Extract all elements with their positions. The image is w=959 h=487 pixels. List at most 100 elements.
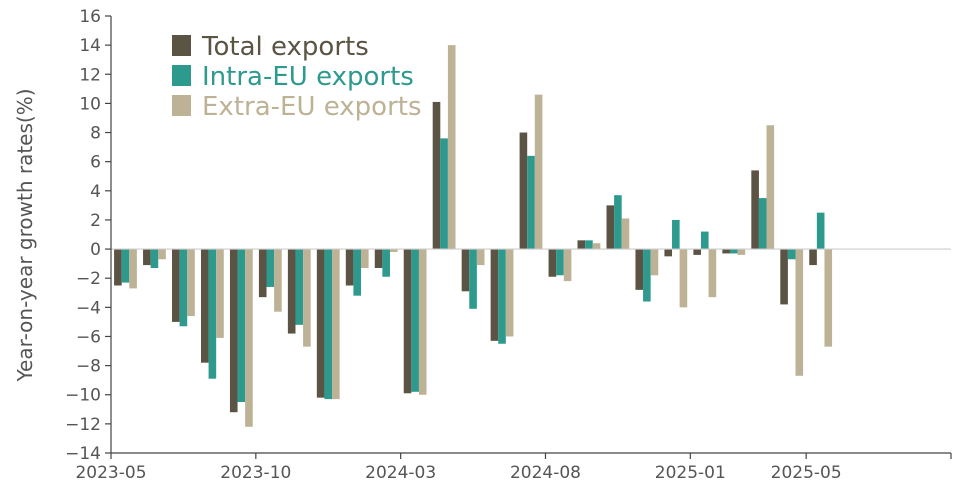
bar-2023-08-0 [200, 249, 209, 363]
y-tick-label: −2 [76, 269, 101, 289]
bar-2023-09-2 [245, 249, 253, 427]
x-tick-label: 2025-05 [771, 463, 842, 483]
bar-2024-11-0 [635, 249, 644, 290]
bar-2025-05-2 [824, 249, 833, 347]
bar-2023-10-1 [266, 249, 275, 287]
y-tick-label: 14 [79, 36, 101, 56]
y-tick-label: 2 [90, 211, 101, 231]
bar-2023-08-1 [208, 249, 217, 379]
bar-2024-06-1 [498, 249, 506, 344]
bars-group [114, 45, 833, 427]
y-tick-label: −12 [65, 415, 101, 435]
bar-2025-02-0 [722, 249, 730, 254]
legend-label: Total exports [201, 32, 369, 62]
bar-2025-02-2 [737, 249, 746, 255]
x-tick-label: 2024-03 [365, 463, 436, 483]
bar-2024-04-0 [432, 101, 441, 250]
bar-2024-06-2 [505, 249, 514, 337]
bar-2024-10-1 [614, 195, 622, 250]
bar-2025-04-2 [795, 249, 804, 376]
bar-2025-03-2 [766, 125, 775, 250]
bar-2024-03-0 [403, 249, 412, 394]
y-tick-label: −6 [76, 327, 101, 347]
bar-2024-02-0 [374, 249, 383, 269]
bar-2024-04-1 [440, 138, 448, 250]
bar-2024-08-2 [563, 249, 572, 282]
bar-2024-08-1 [556, 249, 564, 276]
bar-2024-05-2 [476, 249, 485, 266]
bar-2023-07-0 [172, 249, 180, 322]
bar-2023-09-1 [237, 249, 246, 403]
bar-2023-08-2 [216, 249, 224, 338]
legend-swatch [172, 65, 191, 86]
bar-2024-12-2 [679, 249, 688, 308]
y-tick-label: −8 [76, 357, 101, 377]
bar-2023-06-2 [158, 249, 166, 260]
y-tick-label: −10 [65, 386, 101, 406]
bar-2024-01-1 [353, 249, 362, 296]
bar-2025-04-1 [787, 249, 796, 260]
bar-2024-02-2 [389, 249, 398, 252]
bar-2024-10-0 [606, 205, 615, 250]
bar-2024-03-2 [418, 249, 427, 395]
axes-group: −14 −12 −10 −8 −6 −4 −2 0 2 4 6 8 10 12 14 16 2023-05 202… [65, 7, 952, 483]
bar-2023-05-2 [129, 249, 137, 289]
bar-2025-05-0 [809, 249, 817, 266]
y-axis-label: Year-on-year growth rates(%) [13, 88, 37, 382]
y-tick-label: 4 [90, 182, 101, 202]
bar-2023-10-0 [258, 249, 267, 298]
y-tick-label: 16 [79, 7, 101, 27]
bar-2025-01-1 [700, 231, 709, 250]
y-tick-label: 10 [79, 94, 101, 114]
y-tick-label: 6 [90, 153, 101, 173]
legend-label: Intra-EU exports [202, 62, 414, 92]
bar-2023-05-0 [114, 249, 122, 286]
bar-2025-01-2 [708, 249, 717, 298]
bar-2024-07-2 [534, 94, 543, 250]
bar-2023-11-0 [287, 249, 296, 334]
bar-2024-05-1 [469, 249, 477, 309]
bar-2024-09-2 [592, 243, 601, 250]
bar-2025-01-0 [693, 249, 701, 255]
bar-2023-11-2 [303, 249, 311, 347]
y-tick-label: 8 [90, 124, 101, 144]
bar-2024-02-1 [382, 249, 390, 277]
bar-2025-05-1 [816, 212, 825, 250]
legend-label: Extra-EU exports [202, 92, 422, 122]
x-tick-label: 2024-08 [510, 463, 581, 483]
x-tick-label: 2023-05 [75, 463, 146, 483]
bar-2023-12-2 [332, 249, 340, 400]
bar-2024-09-0 [577, 240, 586, 250]
bar-2023-05-1 [121, 249, 130, 283]
bar-2024-09-1 [585, 240, 593, 250]
y-tick-label: 12 [79, 65, 101, 85]
bar-2024-12-1 [672, 219, 680, 250]
bar-2023-07-2 [187, 249, 195, 317]
bar-2023-11-1 [295, 249, 304, 325]
bar-2023-09-0 [229, 249, 238, 413]
legend-swatch [172, 35, 191, 56]
bar-2023-10-2 [274, 249, 282, 312]
bar-2024-07-1 [527, 155, 535, 250]
y-tick-label: −14 [65, 444, 101, 464]
bar-2025-03-0 [751, 170, 759, 250]
y-tick-label: −4 [76, 298, 101, 318]
bar-2024-08-0 [548, 249, 557, 277]
bar-2024-01-0 [345, 249, 354, 286]
bar-2024-11-2 [650, 249, 659, 276]
bar-2023-06-0 [143, 249, 151, 266]
bar-2025-03-1 [758, 198, 767, 250]
bar-2023-07-1 [179, 249, 188, 327]
bar-2025-02-1 [729, 249, 738, 254]
bar-2024-04-2 [447, 45, 456, 250]
x-tick-label: 2023-10 [220, 463, 291, 483]
bar-2023-12-1 [324, 249, 333, 400]
bar-2024-11-1 [643, 249, 651, 302]
bar-2024-06-0 [490, 249, 499, 341]
bar-2024-07-0 [519, 132, 528, 250]
bar-2024-01-2 [361, 249, 369, 269]
bar-2025-04-0 [780, 249, 788, 305]
x-tick-label: 2025-01 [655, 463, 726, 483]
